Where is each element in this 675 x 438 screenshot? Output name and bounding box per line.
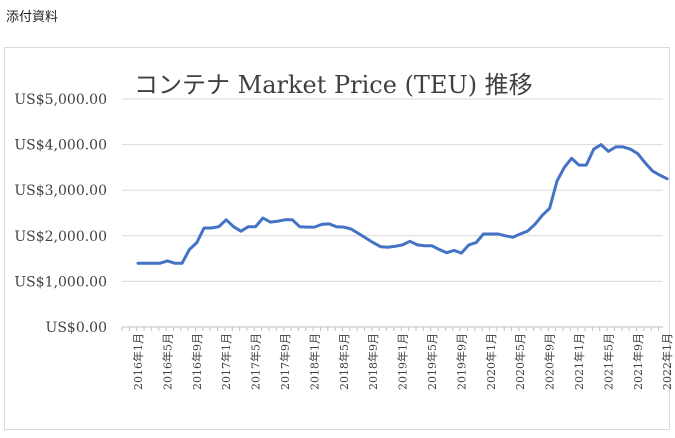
- y-tick-label: US$1,000.00: [14, 274, 107, 290]
- x-tick-label: 2019年9月: [454, 333, 468, 390]
- y-tick-label: US$3,000.00: [14, 183, 107, 199]
- document-label: 添付資料: [6, 10, 59, 25]
- x-tick-label: 2019年1月: [396, 333, 410, 390]
- x-tick-label: 2018年5月: [337, 333, 351, 390]
- y-tick-label: US$0.00: [46, 320, 107, 336]
- x-tick-label: 2020年5月: [513, 333, 527, 390]
- x-tick-label: 2019年5月: [425, 333, 439, 390]
- x-tick-label: 2017年9月: [278, 333, 292, 390]
- y-tick-label: US$5,000.00: [14, 92, 107, 108]
- chart-title: コンテナ Market Price (TEU) 推移: [134, 71, 533, 99]
- x-tick-label: 2016年1月: [131, 333, 145, 390]
- x-tick-label: 2018年1月: [307, 333, 321, 390]
- x-tick-label: 2021年5月: [601, 333, 615, 390]
- x-tick-label: 2021年1月: [572, 333, 586, 390]
- series-line: [136, 143, 669, 265]
- x-tick-label: 2017年1月: [219, 333, 233, 390]
- x-tick-label: 2022年1月: [660, 333, 674, 390]
- x-tick-label: 2016年9月: [190, 333, 204, 390]
- y-tick-label: US$4,000.00: [14, 138, 107, 154]
- chart-frame: [4, 47, 670, 430]
- x-tick-label: 2017年5月: [249, 333, 263, 390]
- x-tick-label: 2020年9月: [543, 333, 557, 390]
- x-tick-label: 2021年9月: [631, 333, 645, 390]
- y-tick-label: US$2,000.00: [14, 229, 107, 245]
- x-tick-label: 2016年5月: [160, 333, 174, 390]
- x-tick-label: 2020年1月: [484, 333, 498, 390]
- x-tick-label: 2018年9月: [366, 333, 380, 390]
